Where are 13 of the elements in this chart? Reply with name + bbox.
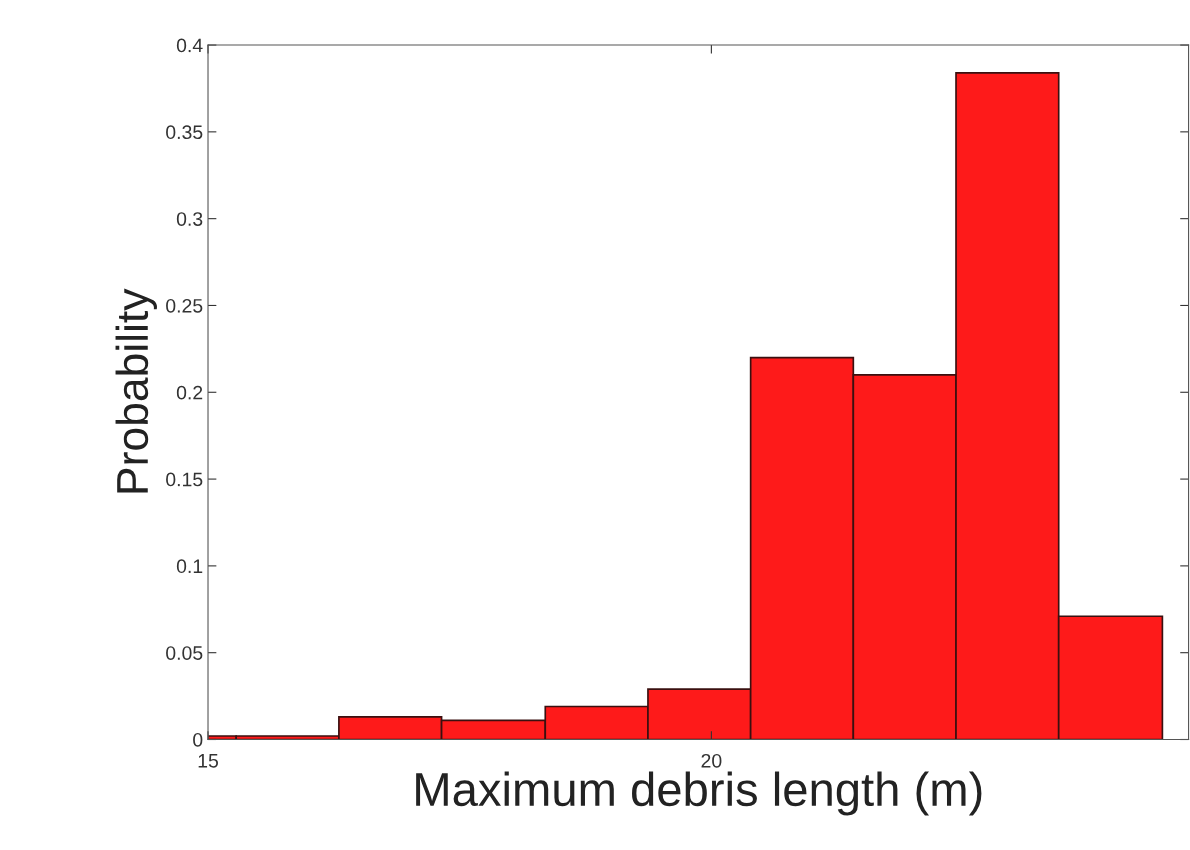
y-tick-label: 0.3 (176, 212, 203, 226)
x-tick-label: 20 (701, 753, 722, 768)
y-tick-label: 0.15 (166, 472, 203, 487)
y-tick-label: 0.2 (176, 385, 203, 400)
x-tick-label: 15 (198, 754, 219, 768)
y-tick-label: 0.35 (166, 125, 203, 140)
y-tick-label: 0.1 (176, 559, 203, 574)
y-tick-label: 0.25 (166, 298, 203, 313)
y-axis-title: Probability (115, 288, 157, 493)
y-tick-label: 0 (193, 732, 203, 747)
y-tick-label: 0.05 (166, 646, 203, 660)
y-tick-label: 0.4 (176, 38, 203, 53)
x-axis-title: Maximum debris length (m) (416, 771, 982, 816)
